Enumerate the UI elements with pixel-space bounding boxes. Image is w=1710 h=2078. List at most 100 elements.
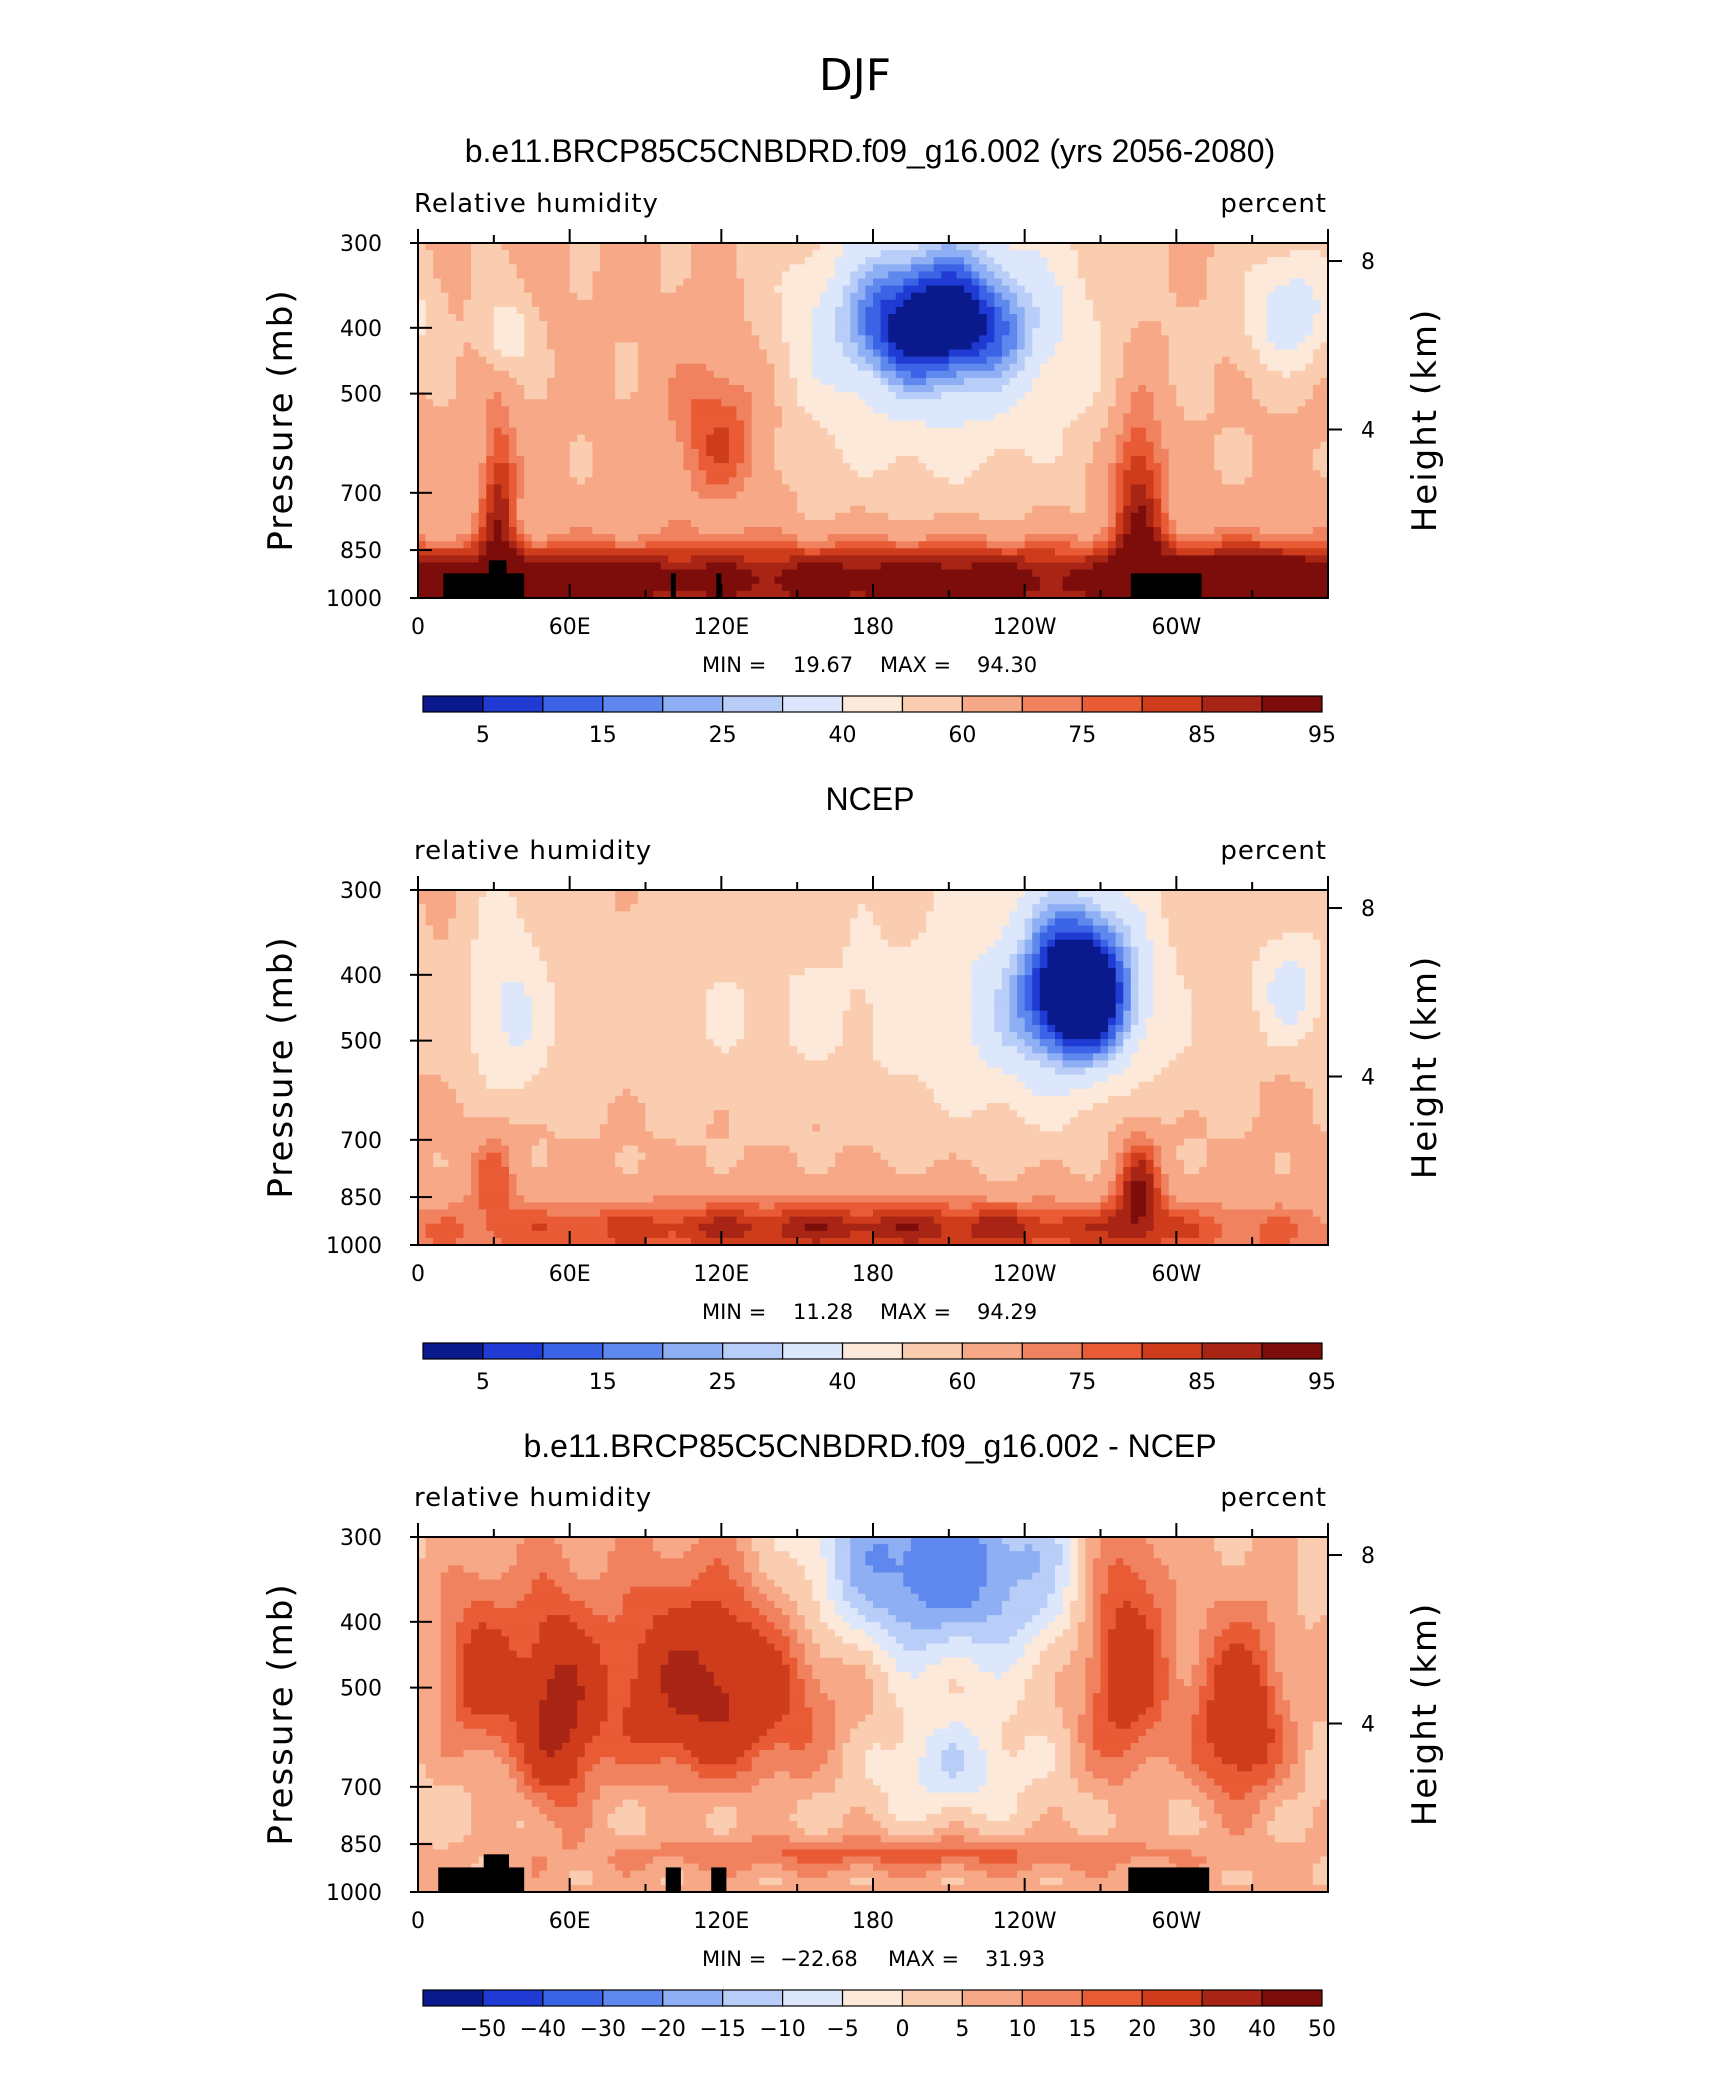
contour-cell <box>1115 1813 1170 1822</box>
contour-cell <box>842 1586 859 1595</box>
contour-cell <box>1312 349 1328 358</box>
contour-cell <box>751 1785 836 1794</box>
contour-cell <box>471 1636 510 1645</box>
contour-cell <box>1009 306 1026 315</box>
contour-cell <box>1017 1074 1109 1083</box>
contour-cell <box>478 1166 510 1175</box>
contour-cell <box>819 299 844 308</box>
contour-cell <box>789 590 851 598</box>
contour-cell <box>759 1629 783 1637</box>
contour-cell <box>1115 527 1124 535</box>
contour-cell <box>440 1608 465 1616</box>
contour-cell <box>1153 1679 1170 1687</box>
colorbar-swatch <box>841 695 904 713</box>
contour-cell <box>1312 1117 1328 1125</box>
contour-cell <box>524 456 571 464</box>
contour-cell <box>455 1643 465 1652</box>
contour-cell <box>964 1764 988 1772</box>
x-tick-label: 0 <box>411 1262 425 1287</box>
contour-cell <box>660 285 677 294</box>
contour-cell <box>812 356 851 365</box>
contour-cell <box>501 1003 533 1012</box>
contour-cell <box>1039 306 1064 315</box>
contour-cell <box>903 1572 988 1581</box>
contour-cell <box>1297 1223 1328 1232</box>
contour-cell <box>1312 356 1328 365</box>
contour-cell <box>531 1579 556 1588</box>
contour-cell <box>1085 1558 1094 1566</box>
contour-cell <box>630 1686 662 1694</box>
contour-cell <box>1199 1813 1223 1822</box>
contour-cell <box>842 250 882 258</box>
contour-cell <box>653 1856 685 1865</box>
contour-cell <box>850 1622 882 1630</box>
contour-cell <box>1001 968 1018 976</box>
contour-cell <box>842 243 920 251</box>
contour-cell <box>782 1863 851 1872</box>
contour-cell <box>524 314 540 322</box>
contour-cell <box>1001 975 1011 983</box>
contour-cell <box>1032 456 1056 464</box>
contour-cell <box>471 1017 503 1026</box>
contour-cell <box>1153 512 1162 521</box>
contour-cell <box>1214 434 1253 443</box>
contour-cell <box>1115 1174 1124 1182</box>
contour-cell <box>1161 328 1246 336</box>
contour-cell <box>744 527 783 535</box>
contour-cell <box>493 427 503 436</box>
contour-cell <box>1252 434 1328 443</box>
contour-cell <box>956 243 980 251</box>
contour-cell <box>463 1223 487 1232</box>
contour-cell <box>1244 427 1328 436</box>
contour-cell <box>994 1010 1011 1019</box>
contour-cell <box>903 285 927 294</box>
contour-cell <box>1176 1629 1200 1637</box>
contour-cell <box>1009 363 1026 372</box>
contour-cell <box>971 250 988 258</box>
contour-cell <box>455 1686 465 1694</box>
contour-cell <box>539 1728 571 1737</box>
contour-cell <box>554 349 616 358</box>
contour-cell <box>1146 1209 1155 1218</box>
contour-cell <box>713 1828 730 1836</box>
contour-cell <box>1267 1707 1276 1716</box>
contour-cell <box>501 1735 518 1744</box>
contour-cell <box>463 1700 540 1708</box>
contour-cell <box>827 1622 851 1630</box>
contour-cell <box>873 1003 973 1012</box>
contour-cell <box>941 562 973 571</box>
contour-cell <box>1153 1145 1162 1154</box>
contour-cell <box>637 370 677 379</box>
contour-cell <box>1259 1237 1291 1245</box>
contour-cell <box>1032 953 1041 962</box>
contour-cell <box>1259 1799 1284 1808</box>
contour-cell <box>516 484 525 493</box>
contour-cell <box>1138 1714 1162 1723</box>
contour-cell <box>873 1693 897 1701</box>
contour-cell <box>577 1771 586 1779</box>
contour-cell <box>1176 1608 1208 1616</box>
contour-cell <box>789 1643 806 1652</box>
contour-cell <box>797 1870 829 1879</box>
contour-cell <box>728 1565 745 1574</box>
contour-cell <box>1108 1572 1140 1581</box>
contour-cell <box>1001 314 1018 322</box>
contour-cell <box>1297 1579 1328 1588</box>
contour-cell <box>857 349 874 358</box>
contour-cell <box>1252 470 1322 478</box>
contour-cell <box>630 904 859 912</box>
contour-cell <box>698 1657 783 1666</box>
contour-cell <box>1017 314 1026 322</box>
contour-cell <box>994 335 1003 343</box>
contour-cell <box>759 1778 836 1787</box>
contour-cell <box>971 1230 1026 1239</box>
contour-cell <box>1282 1714 1291 1723</box>
y-axis-title: Pressure (mb) <box>261 288 301 551</box>
contour-cell <box>1062 1593 1079 1602</box>
y-tick-label: 300 <box>340 1526 382 1551</box>
contour-cell <box>1267 939 1322 948</box>
contour-cell <box>1100 1537 1147 1545</box>
contour-cell <box>1070 541 1094 549</box>
colorbar-swatch <box>1141 695 1203 713</box>
contour-cell <box>728 448 745 457</box>
